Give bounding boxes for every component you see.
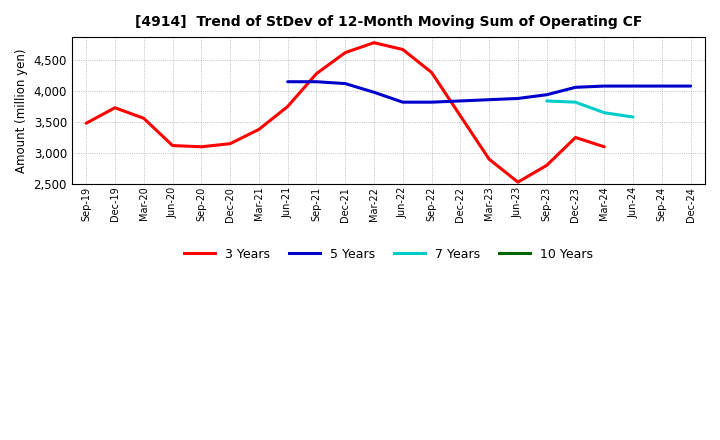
Title: [4914]  Trend of StDev of 12-Month Moving Sum of Operating CF: [4914] Trend of StDev of 12-Month Moving…: [135, 15, 642, 29]
Legend: 3 Years, 5 Years, 7 Years, 10 Years: 3 Years, 5 Years, 7 Years, 10 Years: [179, 243, 598, 266]
Y-axis label: Amount (million yen): Amount (million yen): [15, 48, 28, 173]
